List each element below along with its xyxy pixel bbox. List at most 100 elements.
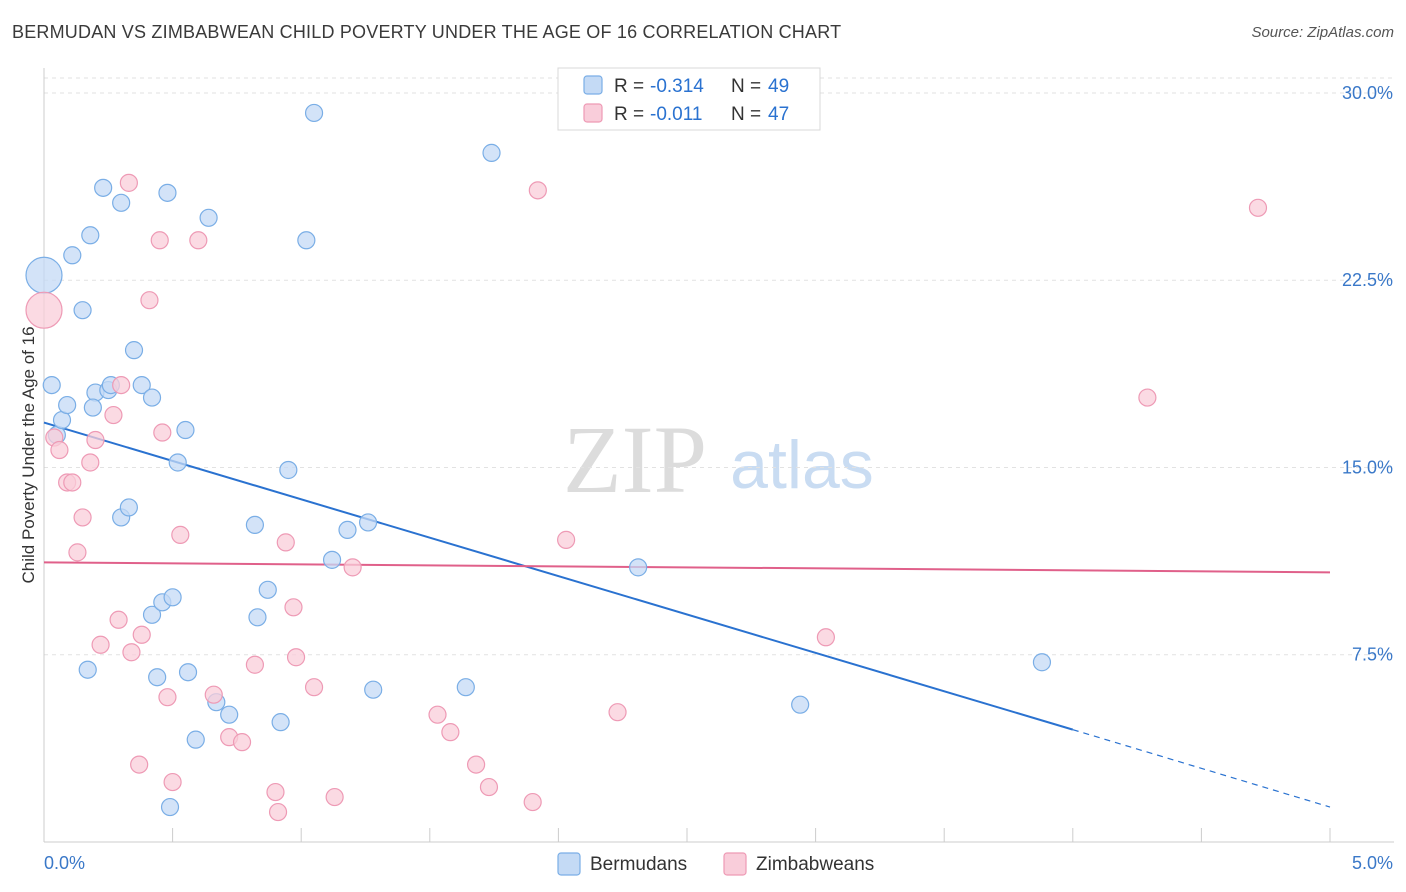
bermudan-point [25,256,63,294]
zimbabwean-point [150,231,169,250]
zimbabwean-point [109,610,128,629]
zimbabwean-point [479,777,499,797]
zimbabwean-point [130,755,149,774]
zimbabwean-point [81,453,100,472]
legend-r-label: R = [614,104,644,125]
bermudan-point [124,341,144,360]
zimbabwean-point [266,782,285,802]
bermudan-point [482,143,501,162]
legend-swatch-zimbabweans [723,852,747,876]
zimbabwean-point [441,723,460,742]
zimbabwean-point [189,231,208,250]
zimbabwean-point [1248,198,1268,217]
legend-label-zimbabweans: Zimbabweans [756,854,874,875]
zimbabwean-point [245,655,265,674]
zimbabwean-point [528,181,547,200]
zimbabwean-point [119,173,138,192]
zimbabwean-point [63,473,82,492]
legend-swatch-bermudans [583,75,603,95]
bermudan-point [148,668,167,687]
bermudan-point [163,588,182,607]
trend-lines [43,421,1331,808]
zimbabwean-point [140,291,159,310]
data-points [25,103,1268,822]
legend-r-label: R = [614,76,644,97]
bermudan-point [83,398,102,417]
zimbabwean-point [104,405,123,425]
zimbabwean-point [91,635,110,654]
bermudan-point [176,420,195,440]
zimbabwean-point [204,685,223,704]
zimbabwean-point [523,792,542,812]
bermudan-point [142,388,162,407]
bermudan-point [178,663,198,682]
zimbabwean-point [343,558,362,577]
watermark-atlas: atlas [730,427,874,503]
zimbabwean-point [428,705,447,724]
zimbabwean-point [284,598,303,617]
bermudan-point [168,453,187,472]
bermudan-point [358,513,378,532]
zimbabwean-point [112,375,131,395]
stats-legend: R = -0.314 N = 49 R = -0.011 N = 47 [557,67,821,131]
bermudan-point [81,226,100,245]
zimbabwean-point [286,648,306,667]
bermudan-point [186,730,205,749]
zimbabwean-point [68,543,87,562]
series-legend: Bermudans Zimbabweans [557,852,874,876]
bermudan-point [297,231,316,250]
zimbabwean-point [1138,388,1157,407]
legend-swatch-bermudans [557,852,581,876]
y-tick-label: 15.0% [1342,457,1393,477]
zimbabwean-point [557,530,576,549]
legend-label-bermudans: Bermudans [590,854,687,875]
bermudan-point [142,605,162,624]
bermudan-point [271,713,290,732]
zimbabwean-trend-line [43,561,1331,574]
chart-title: BERMUDAN VS ZIMBABWEAN CHILD POVERTY UND… [12,22,842,42]
zimbabwean-point [325,787,344,807]
legend-r-value: -0.314 [650,76,704,97]
y-tick-label: 30.0% [1342,83,1393,103]
zimbabwean-point [132,625,151,644]
zimbabwean-point [268,802,288,822]
y-axis-label: Child Poverty Under the Age of 16 [19,326,38,583]
bermudan-point [158,183,177,202]
zimbabwean-point [171,525,190,544]
bermudan-point [248,608,267,627]
bermudan-point [112,193,131,212]
zimbabwean-point [163,772,182,792]
bermudan-point [629,558,648,577]
x-tick-label: 5.0% [1352,853,1393,873]
bermudan-point [132,375,151,395]
zimbabwean-point [232,733,252,752]
bermudan-point [304,103,324,123]
y-tick-label: 7.5% [1352,645,1393,665]
axes: 7.5% 15.0% 22.5% 30.0% 0.0% 5.0% [43,68,1394,873]
bermudan-point [220,705,239,724]
bermudan-trend-line [43,421,1074,731]
legend-n-label: N = [731,104,761,125]
legend-n-value: 49 [768,76,789,97]
bermudan-point [245,515,265,535]
bermudan-point [364,680,383,699]
bermudan-point [160,797,180,817]
bermudan-point [58,395,77,415]
bermudan-point [279,460,298,480]
bermudan-point [456,678,475,697]
y-tick-label: 22.5% [1342,270,1393,290]
zimbabwean-point [608,703,627,722]
bermudan-point [322,550,342,569]
source-label: Source: ZipAtlas.com [1251,24,1394,41]
bermudan-point [63,246,82,265]
bermudan-point [42,375,61,395]
bermudan-point [258,580,277,599]
bermudan-point [1032,653,1052,672]
zimbabwean-point [86,430,105,450]
zimbabwean-point [153,423,172,442]
legend-n-label: N = [731,76,761,97]
x-tick-label: 0.0% [44,853,85,873]
zimbabwean-point [73,508,92,527]
legend-r-value: -0.011 [650,104,702,125]
